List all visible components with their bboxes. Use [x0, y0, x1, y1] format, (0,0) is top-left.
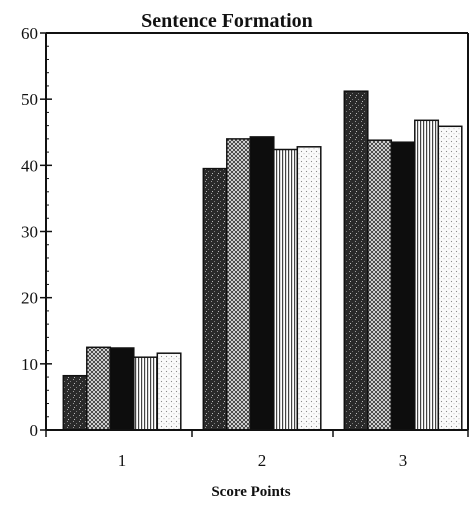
x-axis-label: Score Points [211, 484, 290, 500]
bars-group [62, 90, 463, 431]
chart-title: Sentence Formation [141, 10, 313, 32]
bar-series4-category-3 [414, 119, 440, 431]
bar-series2-category-1 [86, 346, 112, 431]
bar-series1-category-3 [343, 90, 369, 431]
y-tick-label: 0 [30, 421, 39, 440]
y-tick-label: 30 [21, 223, 38, 242]
bar-series3-category-3 [390, 141, 416, 431]
bar-series5-category-2 [296, 146, 322, 431]
y-axis-ticks: 0 10 20 30 40 50 60 [21, 24, 52, 440]
x-tick-label: 1 [118, 451, 127, 470]
bar-series4-category-1 [133, 356, 159, 431]
x-tick-label: 2 [258, 451, 267, 470]
bar-series5-category-3 [437, 125, 463, 431]
bar-series3-category-2 [249, 136, 275, 431]
y-tick-label: 40 [21, 156, 38, 175]
x-tick-label: 3 [399, 451, 408, 470]
y-tick-label: 50 [21, 90, 38, 109]
y-tick-label: 10 [21, 355, 38, 374]
bar-series1-category-2 [202, 167, 228, 431]
y-tick-label: 20 [21, 289, 38, 308]
bar-series1-category-1 [62, 374, 88, 431]
bar-series5-category-1 [156, 352, 182, 431]
bar-series4-category-2 [273, 148, 299, 431]
bar-series2-category-3 [367, 139, 393, 431]
y-tick-label: 60 [21, 24, 38, 43]
x-axis-ticks: 1 2 3 [45, 430, 469, 470]
bar-series2-category-2 [226, 138, 252, 431]
bar-series3-category-1 [109, 347, 135, 431]
